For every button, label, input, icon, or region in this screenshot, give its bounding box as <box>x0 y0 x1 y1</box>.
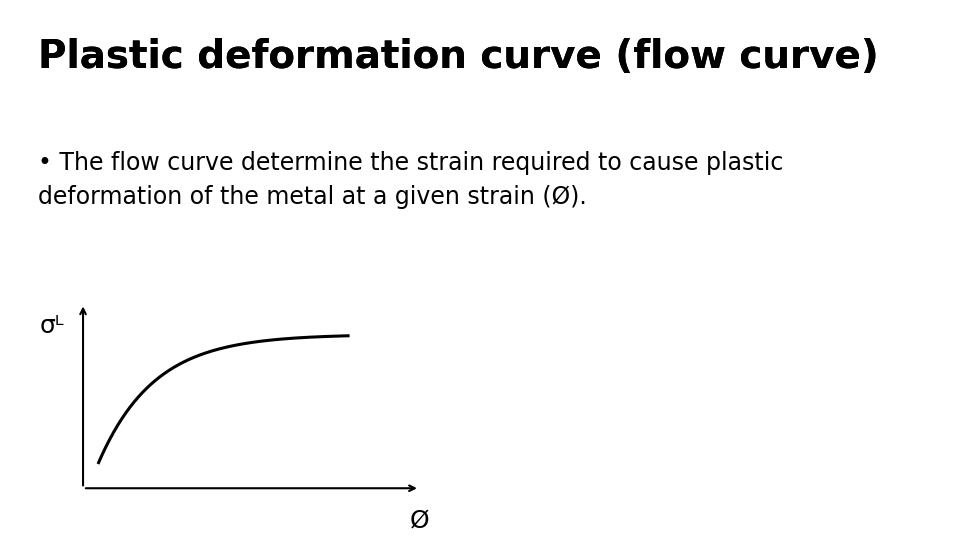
Text: Ø: Ø <box>410 509 429 533</box>
Text: σᴸ: σᴸ <box>39 314 64 338</box>
Text: Plastic deformation curve (flow curve): Plastic deformation curve (flow curve) <box>38 38 879 76</box>
Text: • The flow curve determine the strain required to cause plastic
deformation of t: • The flow curve determine the strain re… <box>38 151 783 208</box>
Text: Plastic deformation curve (flow curve): Plastic deformation curve (flow curve) <box>38 38 879 76</box>
